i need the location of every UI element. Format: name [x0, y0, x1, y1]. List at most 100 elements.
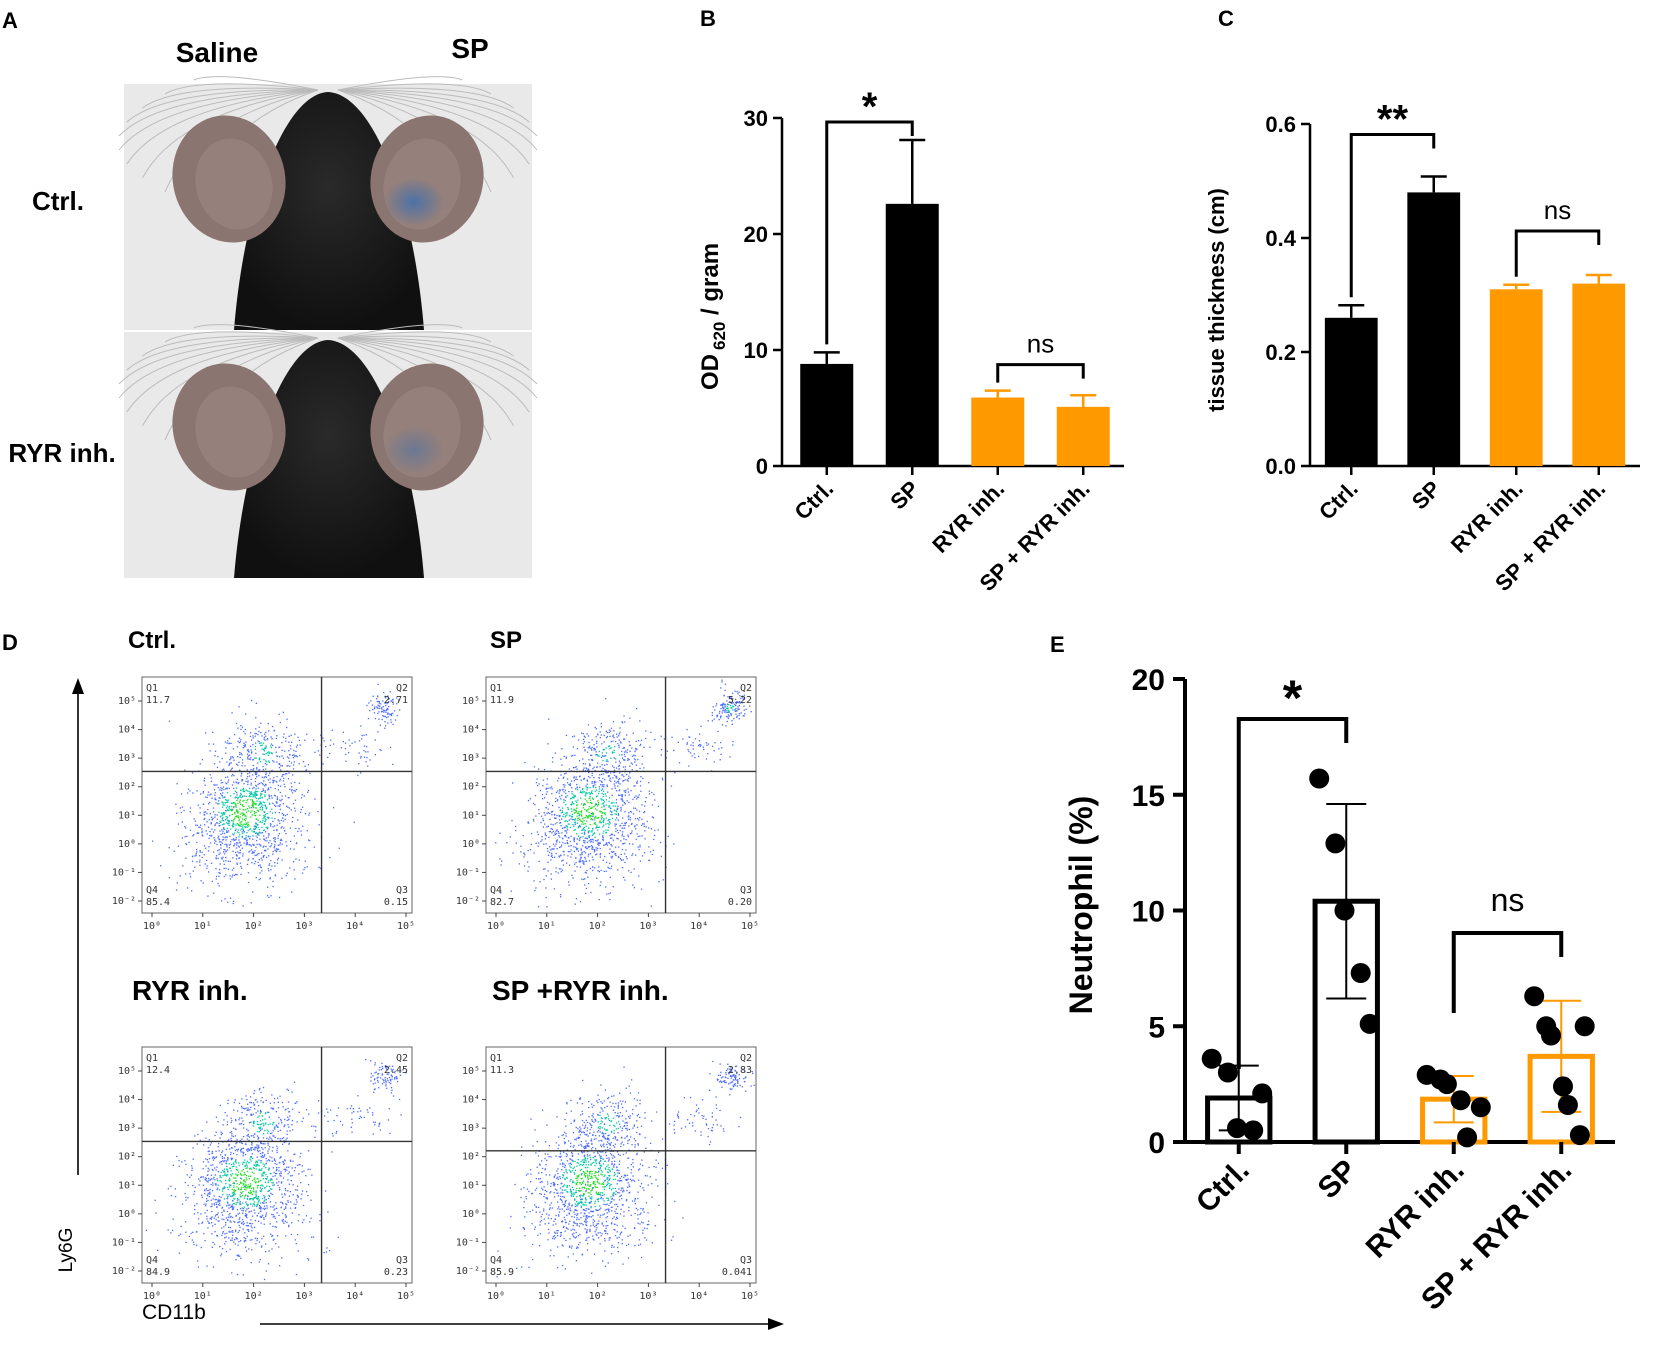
event-dot — [145, 1229, 147, 1231]
event-dot — [585, 793, 587, 795]
event-dot — [259, 1259, 261, 1261]
event-dot — [629, 765, 631, 767]
event-dot — [591, 834, 593, 836]
event-dot — [305, 769, 308, 771]
event-dot — [594, 849, 596, 851]
event-dot — [234, 790, 236, 792]
event-dot — [626, 751, 628, 754]
event-dot — [377, 1079, 379, 1082]
event-dot — [621, 798, 623, 800]
event-dot — [729, 696, 732, 698]
event-dot — [614, 825, 616, 827]
event-dot — [583, 741, 586, 743]
event-dot — [592, 786, 595, 788]
whisker-right — [337, 89, 538, 137]
event-dot — [245, 713, 247, 715]
event-dot — [596, 825, 598, 827]
event-dot — [643, 746, 645, 748]
event-dot — [264, 790, 266, 792]
event-dot — [388, 1082, 390, 1084]
event-dot — [630, 823, 633, 825]
event-dot — [388, 701, 390, 703]
event-dot — [238, 857, 240, 860]
event-dot — [271, 1248, 273, 1250]
event-dot — [241, 1117, 243, 1119]
event-dot — [634, 750, 636, 753]
event-dot — [267, 1263, 270, 1265]
event-dot — [244, 745, 247, 747]
event-dot — [259, 872, 261, 874]
event-dot — [247, 1207, 250, 1209]
event-dot — [580, 803, 583, 805]
event-dot — [569, 814, 571, 816]
event-dot — [227, 779, 230, 781]
event-dot — [279, 780, 281, 782]
event-dot — [262, 768, 264, 771]
event-dot — [243, 805, 245, 808]
event-dot — [585, 837, 588, 839]
event-dot — [290, 762, 293, 764]
event-dot — [734, 709, 736, 711]
event-dot — [296, 1201, 298, 1203]
event-dot — [265, 1163, 267, 1165]
event-dot — [611, 855, 613, 857]
event-dot — [615, 854, 617, 856]
event-dot — [152, 840, 154, 842]
event-dot — [247, 823, 249, 825]
event-dot — [236, 1169, 239, 1171]
event-dot — [596, 826, 598, 828]
event-dot — [599, 822, 601, 824]
event-dot — [236, 763, 238, 765]
event-dot — [282, 780, 285, 782]
event-dot — [283, 1126, 285, 1128]
event-dot — [580, 848, 582, 850]
event-dot — [281, 1181, 283, 1183]
event-dot — [300, 830, 302, 832]
event-dot — [620, 808, 622, 810]
event-dot — [213, 1204, 216, 1206]
event-dot — [584, 833, 586, 835]
event-dot — [588, 835, 591, 837]
event-dot — [246, 863, 249, 866]
event-dot — [273, 1102, 275, 1104]
event-dot — [251, 852, 253, 854]
event-dot — [645, 730, 647, 732]
event-dot — [275, 751, 277, 753]
event-dot — [204, 784, 206, 786]
event-dot — [270, 1173, 272, 1175]
event-dot — [286, 1088, 288, 1090]
event-dot — [219, 841, 221, 843]
event-dot — [698, 740, 701, 742]
mouse-head — [234, 340, 424, 578]
event-dot — [624, 853, 626, 855]
event-dot — [269, 778, 271, 780]
event-dot — [601, 743, 603, 745]
event-dot — [589, 815, 591, 817]
event-dot — [255, 1146, 257, 1148]
event-dot — [265, 776, 268, 778]
event-dot — [214, 823, 216, 825]
event-dot — [300, 1198, 302, 1200]
event-dot — [232, 1234, 234, 1236]
event-dot — [285, 841, 287, 843]
event-dot — [295, 1243, 297, 1245]
event-dot — [722, 707, 725, 710]
event-dot — [221, 1234, 223, 1236]
event-dot — [254, 1108, 256, 1110]
event-dot — [686, 742, 688, 744]
event-dot — [256, 1185, 259, 1187]
event-dot — [254, 854, 256, 857]
event-dot — [261, 1115, 263, 1117]
event-dot — [589, 747, 591, 749]
event-dot — [242, 808, 244, 811]
event-dot — [226, 1169, 228, 1171]
event-dot — [610, 727, 613, 729]
event-dot — [577, 850, 580, 852]
event-dot — [726, 703, 729, 705]
event-dot — [565, 836, 567, 838]
event-dot — [191, 1167, 193, 1169]
event-dot — [253, 811, 255, 813]
event-dot — [246, 822, 248, 825]
event-dot — [288, 741, 290, 743]
